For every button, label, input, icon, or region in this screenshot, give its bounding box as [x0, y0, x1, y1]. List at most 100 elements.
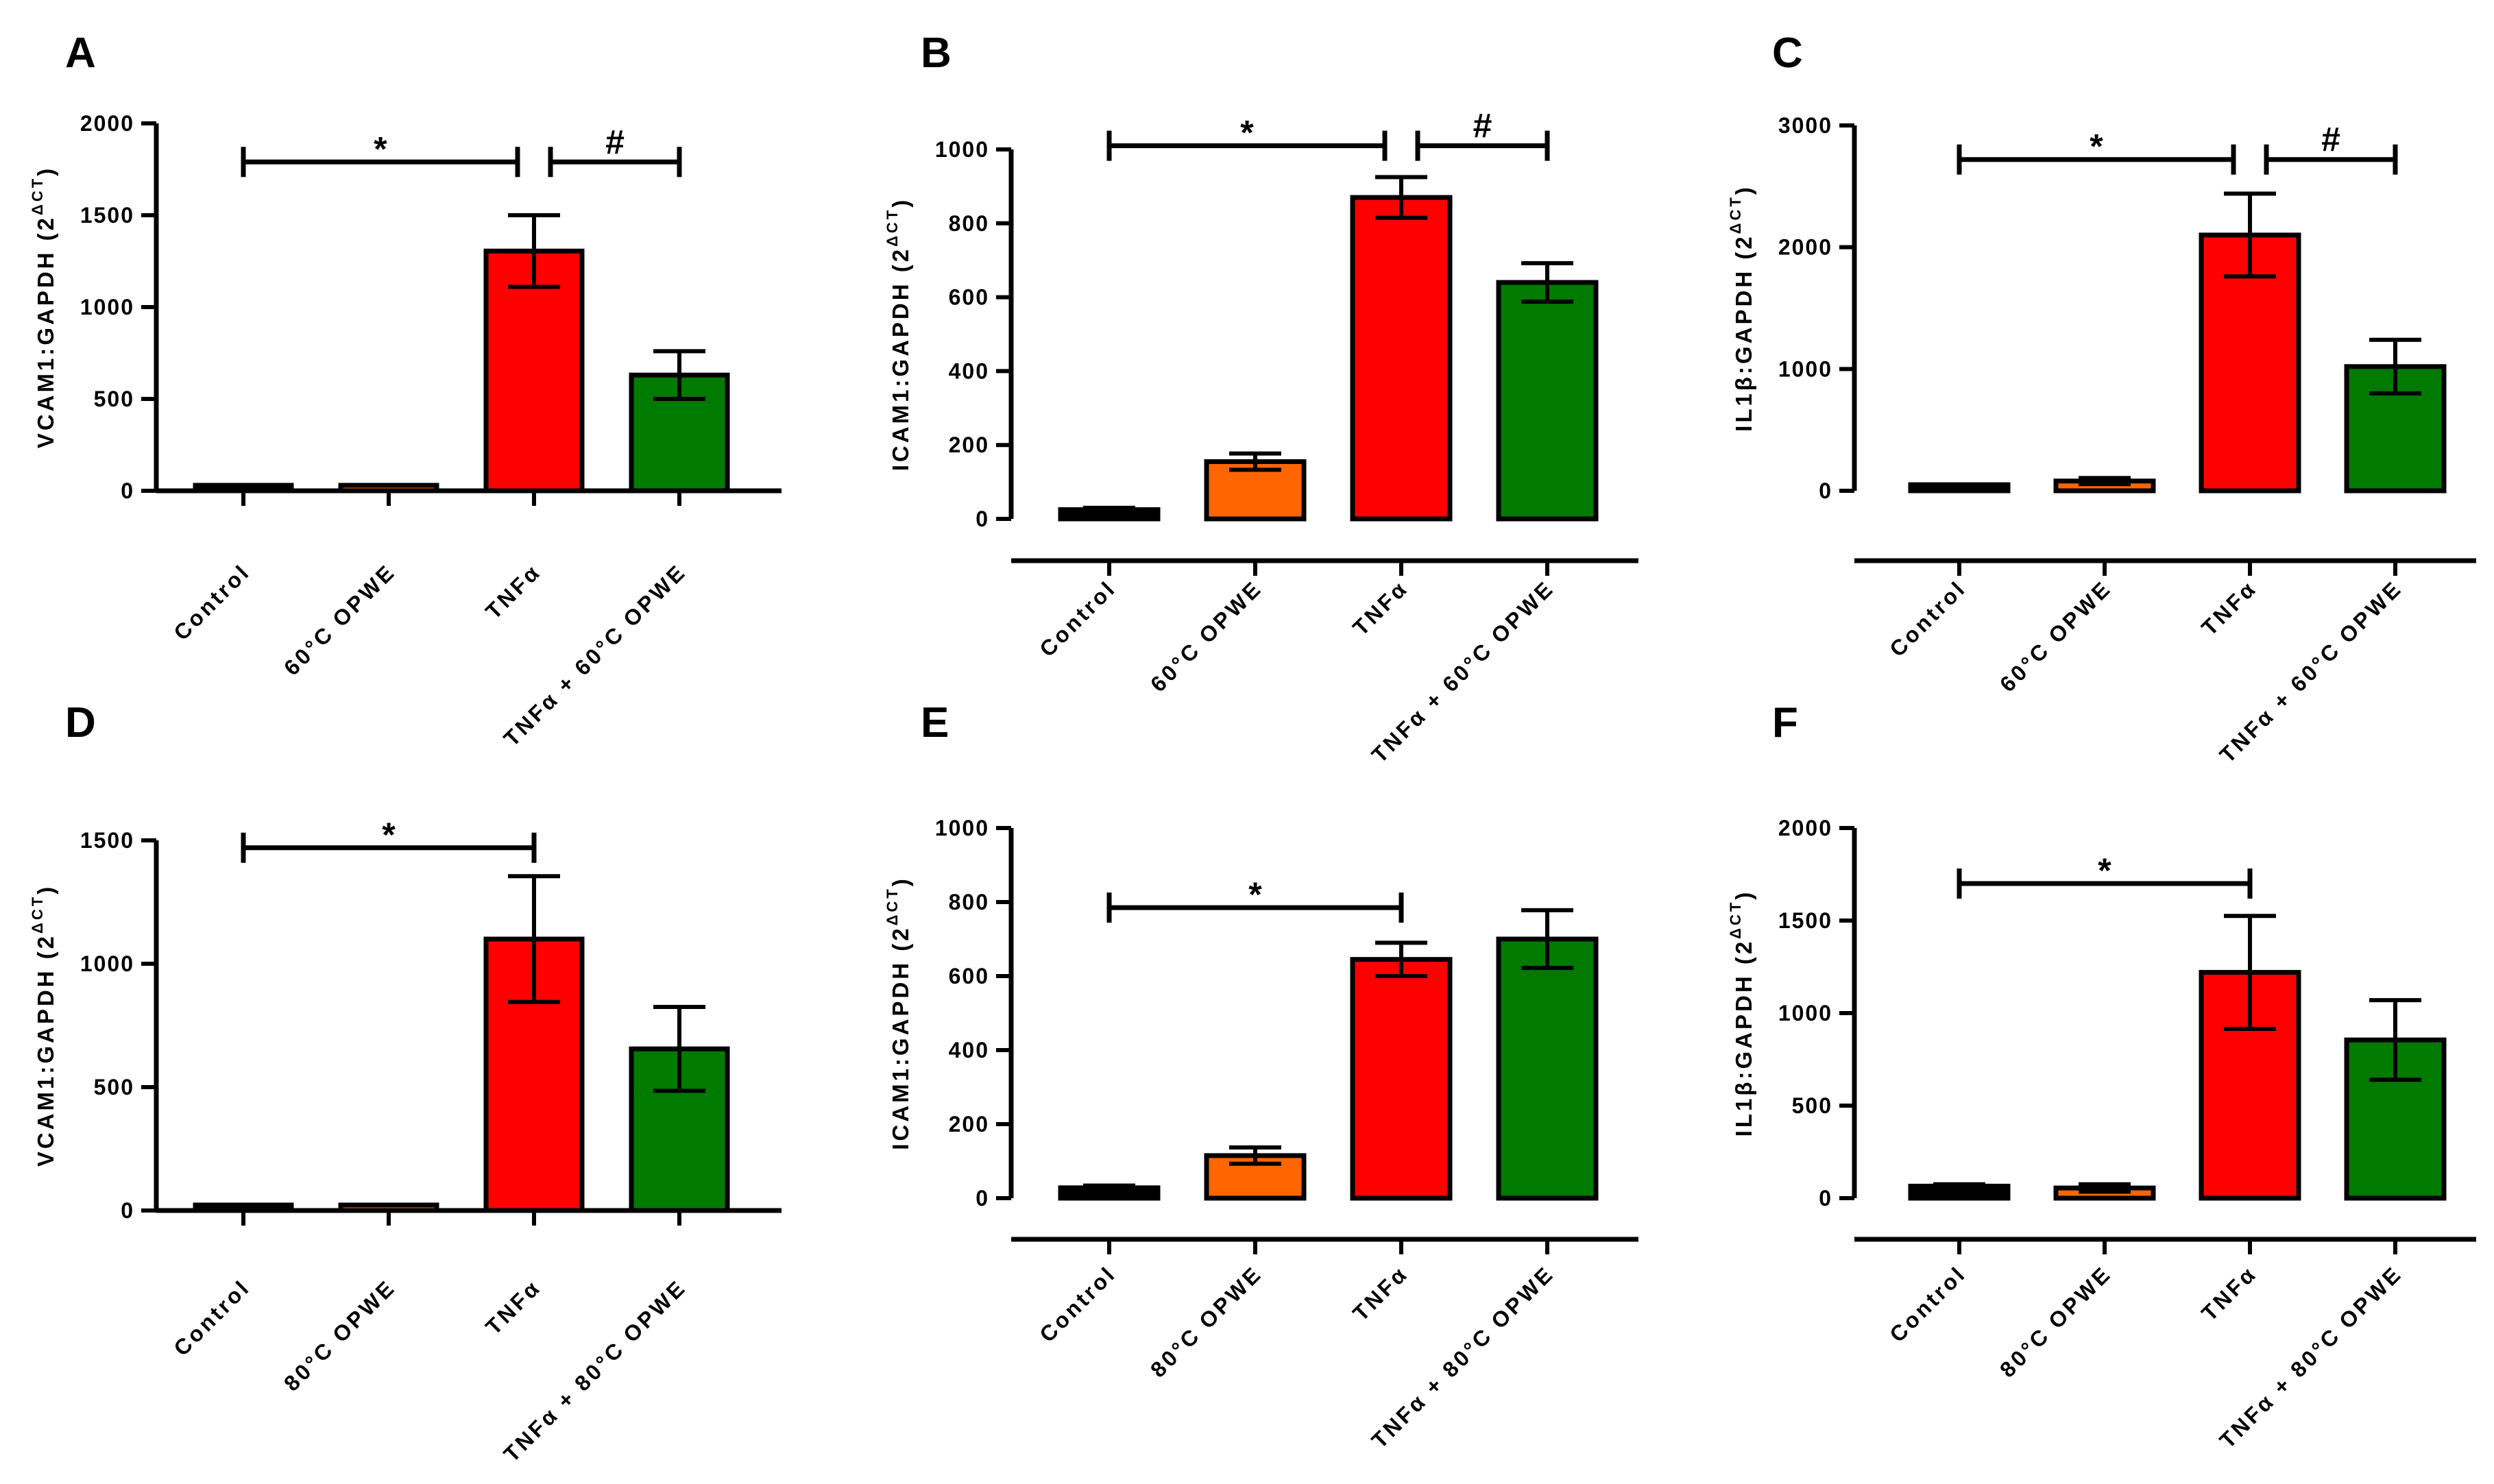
panel-letter: E: [921, 699, 949, 746]
significance-label: *: [374, 130, 387, 168]
chart-panel-a: A 0 500 1000 1500 2000 VCAM1:GAPDH (2ΔCT) Contr…: [29, 29, 782, 751]
y-tick-label: 500: [94, 1075, 134, 1099]
y-axis-label-superscript: ΔCT: [1727, 195, 1744, 234]
x-tick-label: TNFα: [481, 1274, 546, 1339]
y-tick-label: 800: [949, 890, 989, 914]
chart-panel-f: F 0 500 1000 1500 2000 IL1β:GAPDH (2ΔCT) Contro…: [1727, 699, 2476, 1453]
y-axis-label-superscript: ΔCT: [29, 176, 46, 215]
y-axis-label-close: ): [1731, 184, 1756, 195]
y-tick-label: 500: [94, 387, 134, 411]
y-axis-label-superscript: ΔCT: [1727, 900, 1744, 939]
y-axis-label-text: ICAM1:GAPDH (2: [888, 925, 913, 1150]
y-tick-label: 2000: [1778, 816, 1832, 840]
chart-panel-b: B 0 200 400 600 800 1000 ICAM1:GAPDH (2ΔCT) Cont…: [884, 29, 1638, 768]
y-axis-label: VCAM1:GAPDH (2ΔCT): [29, 166, 58, 448]
y-tick-label: 400: [949, 1038, 989, 1062]
x-tick-label: TNFα: [481, 559, 546, 624]
y-tick-label: 600: [949, 285, 989, 310]
x-tick-label: Control: [169, 1274, 255, 1361]
y-tick-label: 2000: [80, 111, 134, 136]
y-tick-label: 1000: [935, 816, 989, 840]
x-tick-label: 80°C OPWE: [1146, 1261, 1267, 1382]
y-axis-label-close: ): [33, 884, 58, 895]
bar: [193, 1202, 294, 1213]
y-tick-label: 1000: [80, 295, 134, 319]
panel-letter: B: [921, 29, 952, 77]
y-tick-label: 2000: [1778, 235, 1832, 260]
y-tick-label: 1000: [80, 951, 134, 976]
y-tick-label: 1500: [80, 203, 134, 228]
bar: [1908, 482, 2011, 494]
panel-letter: A: [65, 29, 96, 77]
y-axis-label-close: ): [1731, 890, 1756, 900]
significance-label: *: [2098, 851, 2111, 890]
x-tick-label: TNFα: [2196, 1261, 2262, 1326]
y-tick-label: 0: [976, 1186, 989, 1211]
y-axis-label: ICAM1:GAPDH (2ΔCT): [884, 197, 913, 472]
y-axis-label-text: IL1β:GAPDH (2: [1731, 234, 1756, 432]
y-axis-label: VCAM1:GAPDH (2ΔCT): [29, 884, 58, 1167]
y-axis-label-close: ): [888, 197, 913, 208]
chart-panel-c: C 0 1000 2000 3000 IL1β:GAPDH (2ΔCT) Control 60…: [1727, 29, 2476, 768]
x-tick-label: 60°C OPWE: [1146, 575, 1267, 696]
x-tick-label: TNFα: [2196, 575, 2262, 640]
y-axis-label-superscript: ΔCT: [29, 895, 46, 934]
y-axis-label-text: ICAM1:GAPDH (2: [888, 247, 913, 471]
x-tick-label: 80°C OPWE: [1995, 1261, 2116, 1382]
significance-label: *: [2090, 127, 2103, 166]
significance-label: #: [1473, 107, 1492, 145]
y-tick-label: 800: [949, 211, 989, 236]
y-axis-label-superscript: ΔCT: [884, 208, 901, 247]
y-axis-label: IL1β:GAPDH (2ΔCT): [1727, 890, 1756, 1137]
y-axis-label-close: ): [33, 166, 58, 176]
bar: [1496, 936, 1599, 1201]
y-tick-label: 0: [121, 1198, 134, 1223]
y-tick-label: 0: [121, 478, 134, 503]
y-axis-label: IL1β:GAPDH (2ΔCT): [1727, 184, 1756, 432]
y-tick-label: 1000: [935, 137, 989, 162]
chart-panel-d: D 0 500 1000 1500 VCAM1:GAPDH (2ΔCT) Control 80…: [29, 699, 782, 1467]
x-tick-label: 60°C OPWE: [1995, 575, 2116, 696]
y-tick-label: 1500: [80, 828, 134, 853]
bar: [338, 483, 439, 494]
significance-label: #: [605, 123, 625, 161]
significance-label: *: [1248, 875, 1262, 914]
y-axis-label-text: VCAM1:GAPDH (2: [33, 934, 58, 1167]
significance-label: #: [2321, 121, 2340, 159]
bar: [193, 483, 294, 494]
bar: [338, 1202, 439, 1213]
y-tick-label: 200: [949, 1112, 989, 1136]
x-tick-label: TNFα: [1348, 575, 1413, 640]
x-tick-label: TNFα: [1348, 1261, 1413, 1326]
y-tick-label: 3000: [1778, 113, 1832, 138]
panel-letter: C: [1772, 29, 1803, 77]
y-tick-label: 1000: [1778, 356, 1832, 381]
bar: [1496, 280, 1599, 522]
y-tick-label: 0: [1819, 1186, 1832, 1211]
bar: [1350, 957, 1453, 1201]
bar: [1350, 195, 1453, 522]
x-tick-label: Control: [1034, 575, 1121, 661]
significance-label: *: [382, 816, 396, 854]
x-tick-label: 60°C OPWE: [279, 559, 400, 680]
x-tick-label: Control: [1885, 575, 1971, 661]
y-tick-label: 500: [1792, 1093, 1832, 1118]
x-tick-label: Control: [169, 559, 255, 645]
x-tick-label: 80°C OPWE: [279, 1274, 400, 1396]
panel-letter: D: [65, 699, 96, 746]
y-tick-label: 1000: [1778, 1001, 1832, 1025]
y-axis-label-text: IL1β:GAPDH (2: [1731, 939, 1756, 1137]
y-axis-label: ICAM1:GAPDH (2ΔCT): [884, 876, 913, 1150]
chart-panel-e: E 0 200 400 600 800 1000 ICAM1:GAPDH (2ΔCT) Cont…: [884, 699, 1638, 1453]
x-tick-label: Control: [1034, 1261, 1121, 1347]
y-tick-label: 0: [976, 507, 989, 531]
x-tick-label: Control: [1885, 1261, 1971, 1347]
y-axis-label-close: ): [888, 876, 913, 886]
y-tick-label: 400: [949, 358, 989, 383]
panel-letter: F: [1772, 699, 1798, 746]
y-tick-label: 200: [949, 433, 989, 457]
y-tick-label: 0: [1819, 478, 1832, 503]
y-axis-label-text: VCAM1:GAPDH (2: [33, 215, 58, 448]
y-tick-label: 1500: [1778, 908, 1832, 933]
